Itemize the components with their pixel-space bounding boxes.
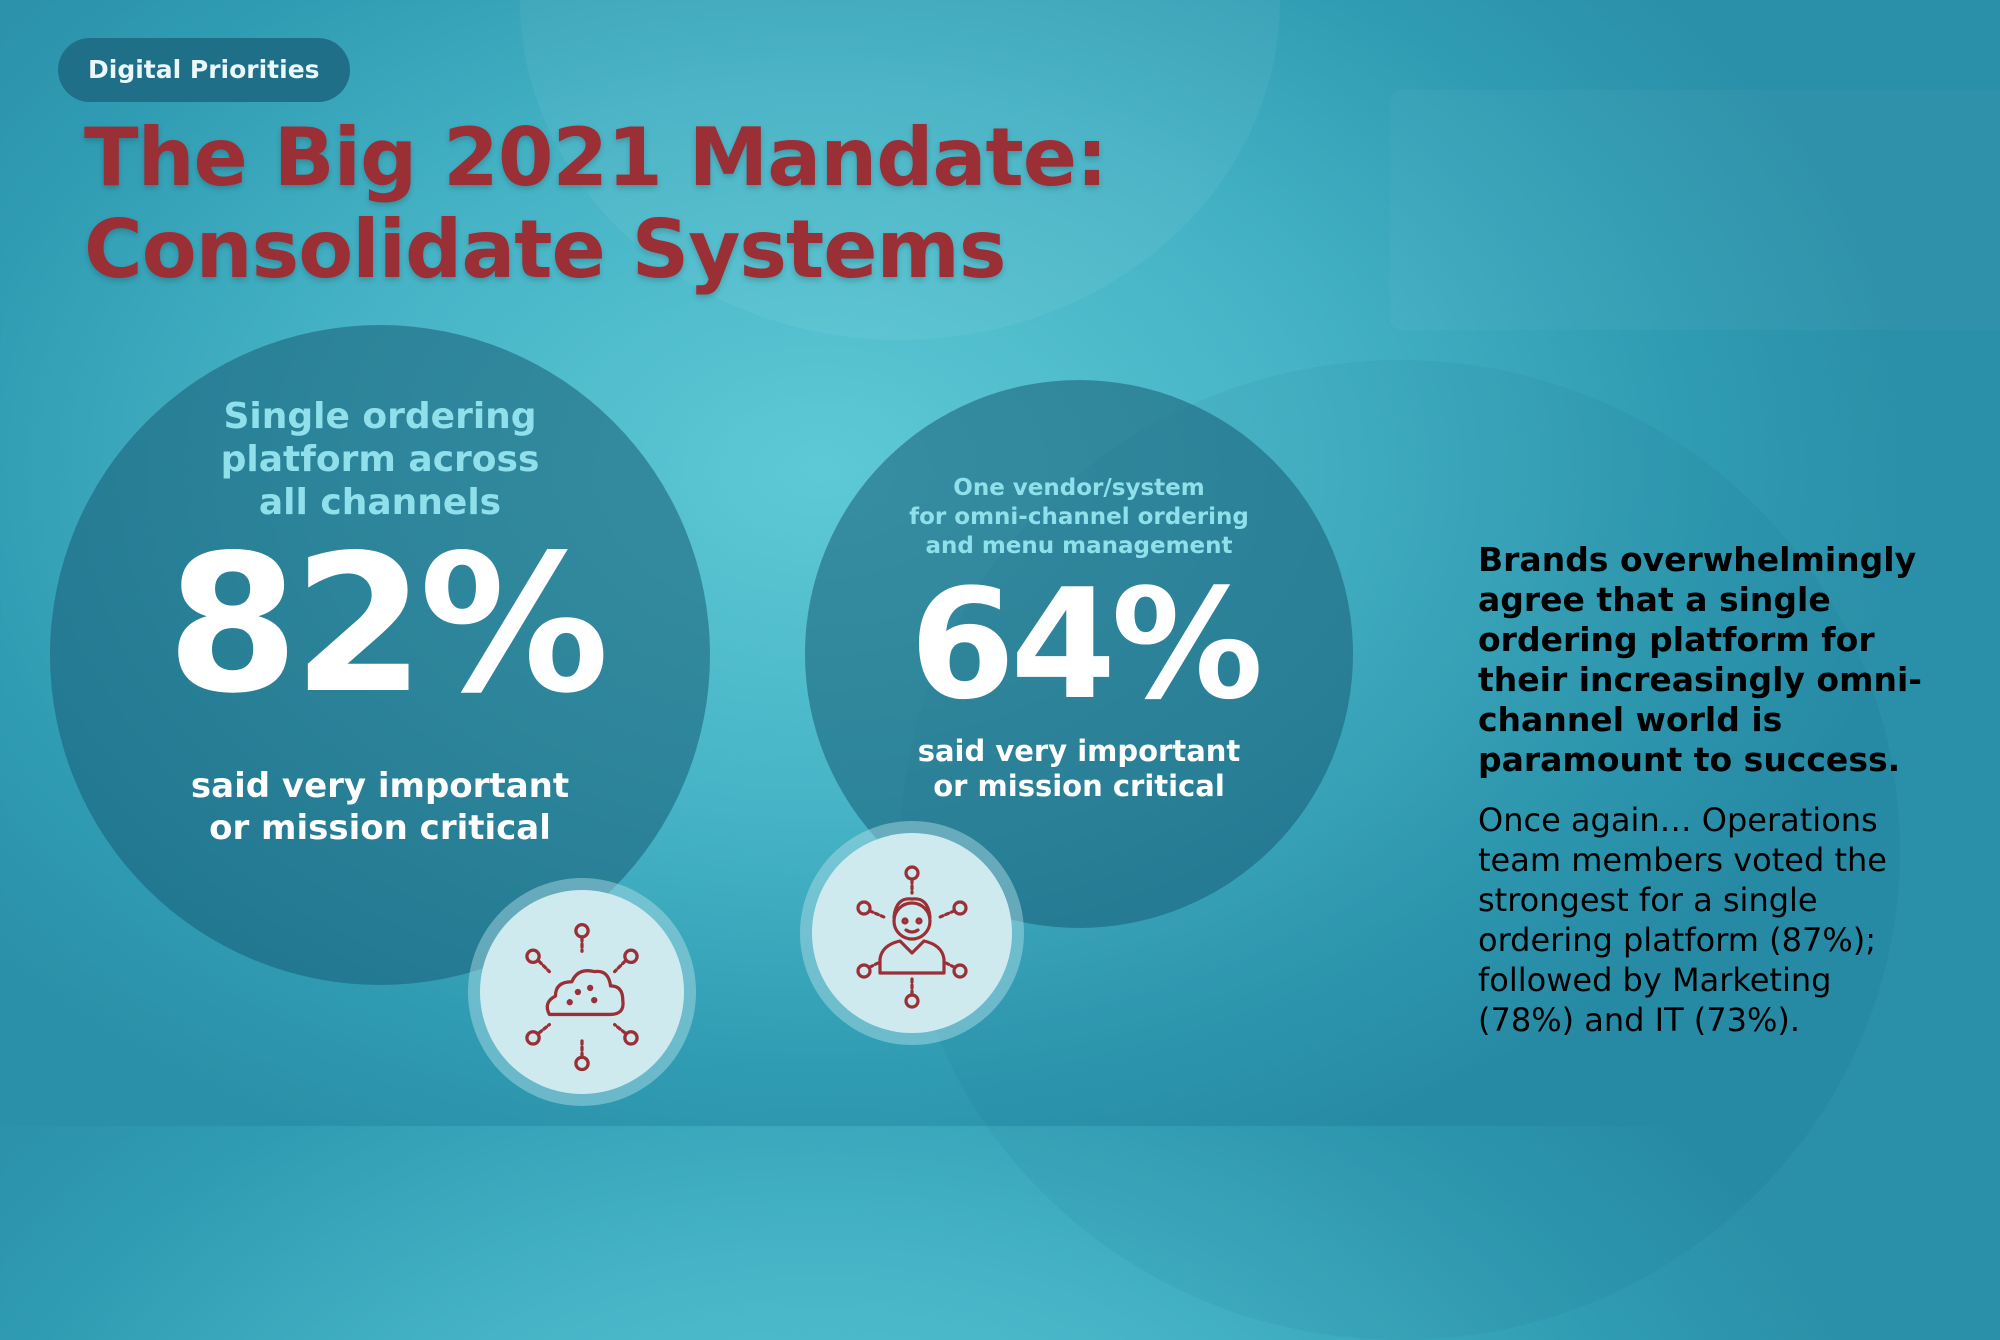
stat-caption-line: or mission critical (933, 769, 1225, 803)
summary-body-line: Once again… Operations (1478, 801, 1878, 839)
person-network-icon (856, 865, 968, 1009)
person-network-icon-badge (812, 833, 1012, 1033)
summary-text-block: Brands overwhelmingly agree that a singl… (1478, 540, 1948, 1040)
summary-headline-line: channel world is (1478, 700, 1783, 739)
stat-heading-line: all channels (258, 482, 502, 523)
stat-heading-line: for omni-channel ordering (909, 504, 1249, 530)
cloud-network-icon (525, 923, 639, 1072)
summary-body-line: ordering platform (87%); (1478, 921, 1876, 959)
stat-heading-line: platform across (220, 439, 540, 480)
summary-body-line: strongest for a single (1478, 881, 1818, 919)
summary-headline-line: Brands overwhelmingly (1478, 540, 1917, 579)
section-badge: Digital Priorities (58, 38, 350, 102)
summary-headline: Brands overwhelmingly agree that a singl… (1478, 540, 1948, 780)
summary-headline-line: their increasingly omni- (1478, 660, 1922, 699)
summary-headline-line: agree that a single (1478, 580, 1831, 619)
stat-percent: 64% (909, 556, 1264, 733)
stat-caption: said very important or mission critical (50, 765, 710, 849)
title-line: The Big 2021 Mandate: (84, 111, 1108, 204)
page-title: The Big 2021 Mandate: Consolidate System… (84, 111, 1108, 296)
stat-heading-line: One vendor/system (953, 475, 1205, 501)
stat-heading: One vendor/system for omni-channel order… (805, 474, 1353, 561)
summary-headline-line: ordering platform for (1478, 620, 1875, 659)
summary-body: Once again… Operations team members vote… (1478, 800, 1948, 1040)
summary-body-line: (78%) and IT (73%). (1478, 1001, 1801, 1039)
stat-circle-single-platform: Single ordering platform across all chan… (50, 325, 710, 985)
stat-percent: 82% (166, 514, 610, 735)
stat-caption-line: said very important (190, 766, 570, 806)
stat-caption-line: said very important (917, 734, 1241, 768)
stat-heading: Single ordering platform across all chan… (50, 395, 710, 524)
summary-body-line: team members voted the (1478, 841, 1887, 879)
stat-heading-line: and menu management (925, 533, 1233, 559)
stat-caption: said very important or mission critical (805, 734, 1353, 804)
stat-heading-line: Single ordering (223, 396, 537, 437)
title-line: Consolidate Systems (84, 203, 1007, 296)
cloud-network-icon-badge (480, 890, 684, 1094)
stat-caption-line: or mission critical (209, 808, 551, 848)
summary-body-line: followed by Marketing (1478, 961, 1832, 999)
summary-headline-line: paramount to success. (1478, 740, 1901, 779)
background-shape (1390, 90, 2000, 330)
